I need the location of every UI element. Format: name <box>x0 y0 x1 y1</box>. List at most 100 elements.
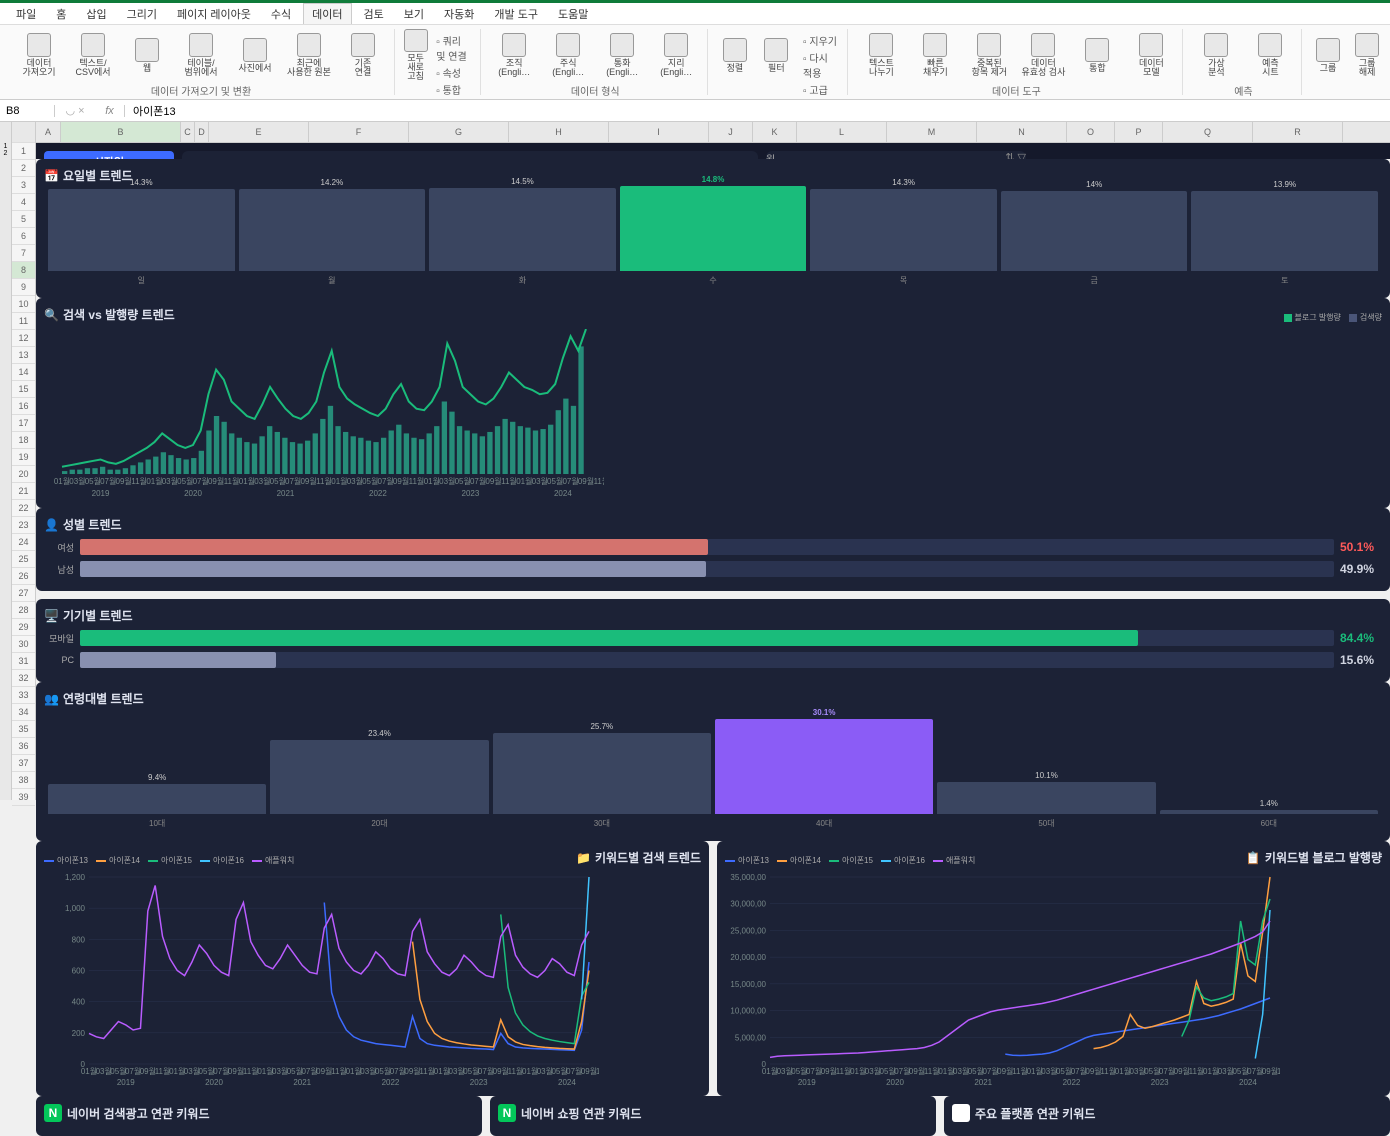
svg-text:11월: 11월 <box>924 1066 940 1076</box>
ribbon-btn[interactable]: 중복된항목 제거 <box>964 29 1014 81</box>
svg-text:09월: 09월 <box>493 1066 509 1076</box>
svg-text:2021: 2021 <box>277 489 295 498</box>
ribbon-btn[interactable]: 빠른채우기 <box>910 29 960 81</box>
ribbon-btn[interactable]: 예측시트 <box>1245 29 1295 81</box>
col-headers[interactable]: ABCDEFGHIJKLMNOPQR <box>36 122 1390 143</box>
svg-text:11월: 11월 <box>131 476 147 486</box>
svg-text:2021: 2021 <box>293 1078 311 1087</box>
keyword-blog-trend-chart: 아이폰13아이폰14아이폰15아이폰16애플워치 📋키워드별 블로그 발행량 0… <box>717 841 1390 1096</box>
keyword-filter: 키워드⇅ ▽ 아이폰13아이폰14아이폰15아이폰16애플워치 <box>182 151 758 159</box>
svg-text:01월: 01월 <box>331 476 347 486</box>
ribbon-btn[interactable]: 그룹해제 <box>1350 29 1385 81</box>
ribbon-btn[interactable]: 가상분석 <box>1191 29 1241 81</box>
ribbon-btn[interactable]: 텍스트나누기 <box>856 29 906 81</box>
device-icon: 🖥️ <box>44 609 58 623</box>
ribbon-text[interactable]: ▫ 속성 <box>436 65 470 80</box>
svg-text:09월: 09월 <box>140 1066 156 1076</box>
svg-text:1,200: 1,200 <box>65 873 86 882</box>
name-box[interactable]: B8 <box>0 105 55 117</box>
svg-text:07월: 07월 <box>100 476 116 486</box>
svg-text:09월: 09월 <box>404 1066 420 1076</box>
ribbon-btn[interactable]: 기존연결 <box>338 29 388 81</box>
svg-text:11월: 11월 <box>419 1066 435 1076</box>
svg-text:25,000,00: 25,000,00 <box>730 926 766 935</box>
ribbon-btn[interactable]: 그룹 <box>1310 29 1345 81</box>
svg-text:05월: 05월 <box>362 476 378 486</box>
svg-text:2024: 2024 <box>1239 1078 1257 1087</box>
ribbon-btn[interactable]: 통화 (Engli… <box>597 29 647 81</box>
svg-text:2024: 2024 <box>558 1078 576 1087</box>
ribbon-btn[interactable]: 데이터모델 <box>1126 29 1176 81</box>
ribbon-text[interactable]: ▫ 통합 문서 연결 <box>436 82 470 100</box>
ribbon-btn[interactable]: 데이터유효성 검사 <box>1018 29 1068 81</box>
device-trend-card: 🖥️기기별 트렌드 모바일84.4%PC15.6% <box>36 599 1390 682</box>
svg-text:09월: 09월 <box>228 1066 244 1076</box>
svg-text:11월: 11월 <box>501 476 517 486</box>
svg-text:2023: 2023 <box>1151 1078 1169 1087</box>
svg-text:09월: 09월 <box>208 476 224 486</box>
age-bar: 23.4%20대 <box>270 729 488 829</box>
svg-text:05월: 05월 <box>85 476 101 486</box>
formula-bar: B8 ◡ × fx 아이폰13 <box>0 100 1390 122</box>
svg-text:2023: 2023 <box>462 489 480 498</box>
menu-개발 도구[interactable]: 개발 도구 <box>486 4 546 24</box>
ribbon-btn[interactable]: 필터 <box>758 29 795 81</box>
formula-input[interactable]: 아이폰13 <box>125 103 1390 119</box>
menu-삽입[interactable]: 삽입 <box>78 4 114 24</box>
menu-도움말[interactable]: 도움말 <box>550 4 596 24</box>
footer-title: 주요 플랫폼 연관 키워드 <box>975 1105 1095 1122</box>
footer-title: 네이버 쇼핑 연관 키워드 <box>521 1105 641 1122</box>
ribbon-text[interactable]: ▫ 고급 <box>803 82 837 97</box>
ribbon-btn[interactable]: 사진에서 <box>230 29 280 81</box>
svg-text:15,000,00: 15,000,00 <box>730 980 766 989</box>
menu-페이지 레이아웃[interactable]: 페이지 레이아웃 <box>169 4 259 24</box>
menu-수식[interactable]: 수식 <box>263 4 299 24</box>
svg-text:01월: 01월 <box>516 476 532 486</box>
svg-text:03월: 03월 <box>347 476 363 486</box>
ribbon-text[interactable]: ▫ 쿼리 및 연결 <box>436 33 470 63</box>
svg-text:05월: 05월 <box>177 476 193 486</box>
age-bar: 10.1%50대 <box>937 771 1155 829</box>
menu-검토[interactable]: 검토 <box>356 4 392 24</box>
ribbon-btn[interactable]: 최근에사용한 원본 <box>284 29 334 81</box>
svg-text:11월: 11월 <box>409 476 425 486</box>
ribbon-btn[interactable]: 텍스트/CSV에서 <box>68 29 118 81</box>
menu-홈[interactable]: 홈 <box>48 4 74 24</box>
menu-그리기[interactable]: 그리기 <box>119 4 165 24</box>
ribbon-btn[interactable]: 웹 <box>122 29 172 81</box>
ribbon-btn[interactable]: 데이터가져오기 <box>14 29 64 81</box>
ribbon-btn[interactable]: 정렬 <box>716 29 753 81</box>
menu-파일[interactable]: 파일 <box>8 4 44 24</box>
svg-text:05월: 05월 <box>455 476 471 486</box>
blog-trend-title: 키워드별 블로그 발행량 <box>1265 849 1382 866</box>
ribbon-btn[interactable]: 모두 새로고침 <box>403 29 428 81</box>
ribbon-btn[interactable]: 조직 (Engli… <box>489 29 539 81</box>
ribbon-btn[interactable]: 지리 (Engli… <box>651 29 701 81</box>
ribbon-btn[interactable]: 테이블/범위에서 <box>176 29 226 81</box>
svg-text:5,000,00: 5,000,00 <box>735 1033 767 1042</box>
menu-자동화[interactable]: 자동화 <box>436 4 482 24</box>
svg-text:03월: 03월 <box>69 476 85 486</box>
menu-보기[interactable]: 보기 <box>396 4 432 24</box>
svg-text:05월: 05월 <box>270 476 286 486</box>
hbar-row: PC15.6% <box>44 652 1382 668</box>
trend-chart-title: 검색 vs 발행량 트렌드 <box>63 306 175 323</box>
svg-text:10,000,00: 10,000,00 <box>730 1007 766 1016</box>
ribbon-text[interactable]: ▫ 지우기 <box>803 33 837 48</box>
svg-text:11월: 11월 <box>594 476 604 486</box>
menu-데이터[interactable]: 데이터 <box>303 3 351 24</box>
svg-text:2020: 2020 <box>886 1078 904 1087</box>
ribbon-btn[interactable]: 주식 (Engli… <box>543 29 593 81</box>
svg-text:03월: 03월 <box>439 476 455 486</box>
fx-buttons[interactable]: ◡ × <box>55 104 95 117</box>
ribbon-btn[interactable]: 통합 <box>1072 29 1122 81</box>
svg-text:11월: 11월 <box>596 1066 599 1076</box>
platform-icon: N <box>44 1104 62 1122</box>
ribbon-text[interactable]: ▫ 다시 적용 <box>803 50 837 80</box>
svg-text:11월: 11월 <box>316 476 332 486</box>
filter-icon[interactable]: ⇅ ▽ <box>1005 151 1026 159</box>
row-headers[interactable]: 1234567891011121314151617181920212223242… <box>12 122 36 800</box>
ribbon: 데이터가져오기텍스트/CSV에서웹테이블/범위에서사진에서최근에사용한 원본기존… <box>0 25 1390 100</box>
svg-text:07월: 07월 <box>378 476 394 486</box>
svg-text:2022: 2022 <box>1063 1078 1081 1087</box>
